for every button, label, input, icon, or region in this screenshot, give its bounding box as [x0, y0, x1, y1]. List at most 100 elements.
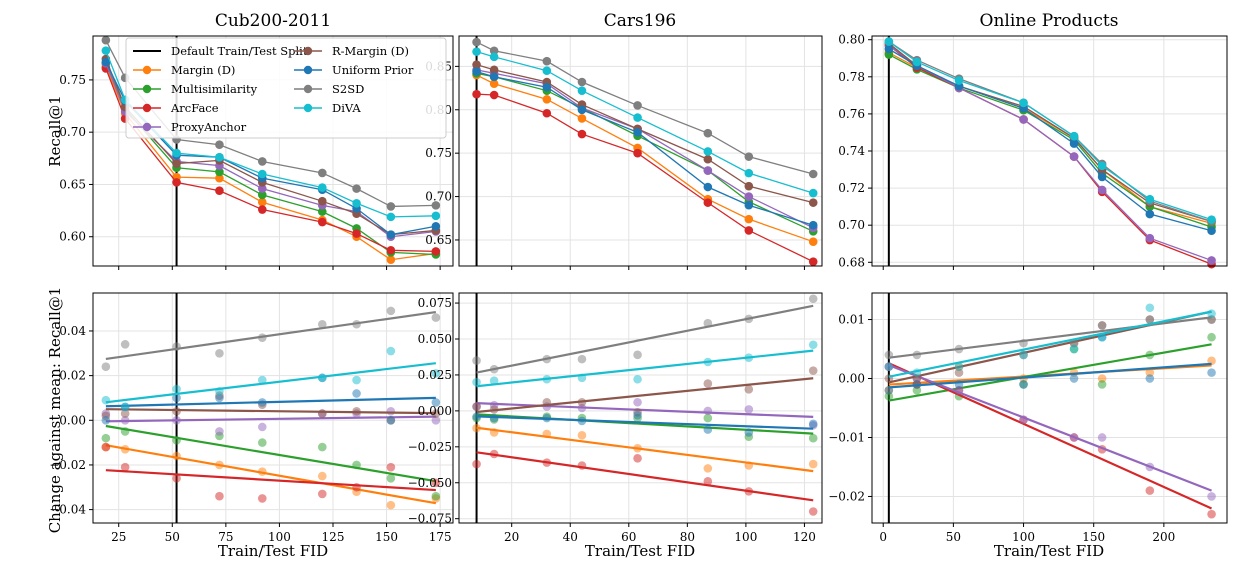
point-r-margin-d [317, 196, 327, 206]
point-s2sd [577, 354, 587, 364]
y-tick-label: −0.025 [408, 440, 452, 454]
legend-label-s2sd: S2SD [332, 82, 364, 96]
point-diva [386, 346, 396, 356]
point-arcface [633, 148, 642, 158]
point-r-margin-d [172, 159, 181, 168]
y-axis-label-top: Recall@1 [46, 95, 64, 167]
point-r-margin-d [954, 368, 964, 377]
point-s2sd [1097, 321, 1107, 330]
point-diva [1097, 161, 1107, 171]
point-proxyanchor [1097, 185, 1107, 195]
plot-frame [92, 292, 454, 524]
legend-label-diva: DiVA [332, 101, 361, 115]
plot-frame [458, 292, 823, 524]
y-tick-label: 0.00 [838, 372, 865, 386]
point-proxyanchor [703, 166, 713, 175]
y-tick-label: 0.75 [59, 73, 86, 87]
point-r-margin-d [703, 154, 713, 164]
y-tick-label: 0.60 [59, 230, 86, 244]
fit-line-arcface [888, 362, 1213, 510]
point-proxyanchor [703, 406, 713, 416]
point-diva [577, 86, 587, 95]
y-tick-label: −0.01 [828, 430, 865, 444]
point-proxyanchor [215, 427, 224, 436]
y-tick-label: 0.75 [425, 146, 452, 160]
fit-line-s2sd [888, 316, 1212, 359]
point-uniform-prior [489, 72, 499, 82]
legend-label-uniform-prior: Uniform Prior [332, 63, 414, 77]
fit-line-r-margin-d [105, 408, 436, 415]
y-tick-label: 0.65 [59, 177, 86, 191]
point-margin-d [1097, 374, 1107, 383]
point-diva [1019, 350, 1028, 360]
fit-line-s2sd [105, 310, 437, 361]
legend-marker-uniform-prior [303, 65, 313, 75]
fit-line-arcface [476, 451, 814, 502]
point-uniform-prior [215, 393, 224, 403]
point-s2sd [633, 101, 642, 110]
y-tick-label: 0.075 [418, 296, 452, 310]
y-tick-label: −0.075 [408, 512, 452, 526]
point-uniform-prior [431, 221, 441, 231]
x-tick-label: 100 [734, 530, 757, 544]
point-arcface [215, 491, 224, 501]
point-arcface [352, 229, 361, 238]
y-tick-label: 0.70 [59, 125, 86, 139]
panel-title-cars: Cars196 [604, 11, 676, 31]
fit-line-margin-d [476, 426, 814, 473]
point-multisimilarity [215, 167, 224, 177]
fit-line-s2sd [476, 304, 814, 374]
fit-line-uniform-prior [105, 396, 436, 408]
point-uniform-prior [703, 182, 713, 192]
point-margin-d [703, 464, 713, 473]
point-uniform-prior [633, 410, 642, 420]
legend-box [125, 37, 447, 139]
point-diva [489, 376, 499, 385]
point-diva [215, 152, 224, 162]
point-diva [101, 46, 111, 55]
point-uniform-prior [1069, 139, 1079, 148]
legend-label-margin-d: Margin (D) [171, 63, 235, 77]
x-tick-label: 120 [793, 530, 816, 544]
point-s2sd [808, 169, 818, 179]
x-axis-label-1: Train/Test FID [218, 542, 328, 560]
series-line-s2sd [888, 41, 1212, 223]
y-tick-label: −0.050 [408, 476, 452, 490]
x-tick-label: 75 [218, 530, 233, 544]
point-diva [744, 168, 754, 178]
x-tick-label: 50 [165, 530, 180, 544]
point-s2sd [431, 201, 441, 210]
panel-title-sop: Online Products [980, 11, 1119, 31]
point-arcface [1207, 509, 1216, 519]
plot-frame [871, 35, 1228, 267]
point-arcface [120, 462, 130, 472]
legend-label-proxyanchor: ProxyAnchor [171, 120, 247, 134]
point-multisimilarity [884, 391, 894, 401]
point-margin-d [1145, 368, 1155, 377]
x-tick-label: 150 [1082, 530, 1105, 544]
y-tick-label: 0.01 [838, 313, 865, 327]
point-arcface [431, 478, 441, 488]
legend-label-r-margin-d: R-Margin (D) [332, 44, 409, 58]
point-multisimilarity [912, 386, 922, 395]
point-margin-d [386, 255, 396, 265]
point-s2sd [101, 35, 111, 45]
point-s2sd [120, 340, 130, 349]
point-uniform-prior [1207, 226, 1216, 236]
x-tick-label: 60 [621, 530, 636, 544]
point-uniform-prior [744, 200, 754, 210]
x-tick-label: 175 [429, 530, 452, 544]
point-margin-d [577, 431, 587, 440]
point-uniform-prior [542, 82, 552, 92]
y-tick-label: −0.04 [49, 503, 86, 517]
point-s2sd [386, 306, 396, 316]
point-r-margin-d [744, 385, 754, 394]
point-diva [884, 37, 894, 46]
point-proxyanchor [744, 192, 754, 201]
x-tick-label: 20 [504, 530, 519, 544]
point-diva [1069, 131, 1079, 141]
point-s2sd [472, 37, 481, 47]
point-multisimilarity [257, 190, 267, 200]
point-s2sd [489, 46, 499, 56]
point-proxyanchor [1145, 233, 1155, 243]
